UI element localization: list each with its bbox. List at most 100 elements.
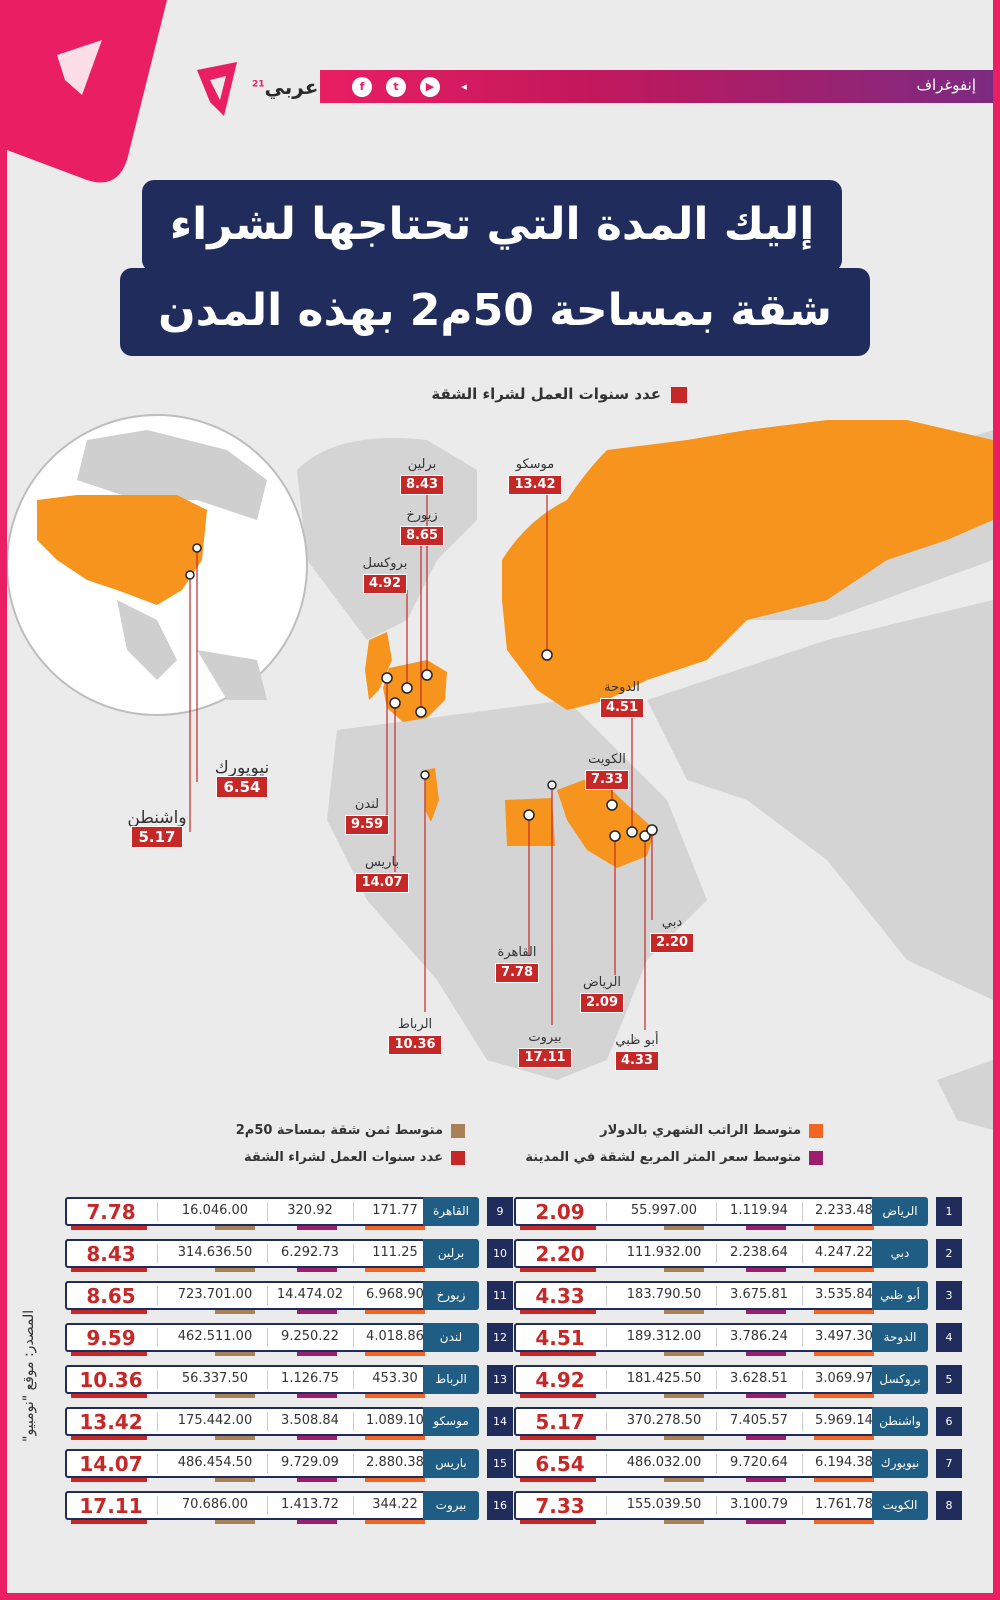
map-legend-label: عدد سنوات العمل لشراء الشقة <box>431 385 661 403</box>
row-separator <box>353 1370 354 1389</box>
marker-value: 7.78 <box>494 963 540 983</box>
table-row[interactable]: 14.07 486.454.50 9.729.09 2.880.38 باريس 15 <box>65 1449 513 1482</box>
row-panel <box>65 1323 475 1352</box>
row-sqm-bar <box>297 1520 337 1524</box>
row-salary-bar <box>365 1478 425 1482</box>
marker-cairo[interactable]: القاهرة 7.78 <box>487 945 547 983</box>
row-panel <box>65 1281 475 1310</box>
marker-beirut[interactable]: بيروت 17.11 <box>515 1030 575 1068</box>
table-row[interactable]: 5.17 370.278.50 7.405.57 5.969.14 واشنطن 6 <box>514 1407 962 1440</box>
legend-swatch-apartment <box>451 1123 465 1138</box>
marker-abudhabi[interactable]: أبو ظبي 4.33 <box>607 1033 667 1071</box>
legend-swatch-salary <box>809 1123 823 1138</box>
marker-dubai[interactable]: دبي 2.20 <box>642 915 702 953</box>
marker-washington[interactable]: واشنطن 5.17 <box>117 810 197 848</box>
youtube-icon[interactable]: ▶ <box>420 77 440 97</box>
row-separator <box>716 1328 717 1347</box>
row-years-bar <box>520 1268 596 1272</box>
row-apartment-bar <box>664 1520 704 1524</box>
row-city: باريس <box>423 1449 479 1478</box>
marker-moscow[interactable]: موسكو 13.42 <box>505 457 565 495</box>
table-row[interactable]: 8.65 723.701.00 14.474.02 6.968.90 زيورخ 11 <box>65 1281 513 1314</box>
row-years-bar <box>520 1394 596 1398</box>
row-sqm-price: 9.729.09 <box>281 1455 339 1470</box>
row-separator <box>353 1496 354 1515</box>
row-sqm-bar <box>746 1352 786 1356</box>
row-apartment-price: 16.046.00 <box>181 1203 249 1218</box>
row-sqm-bar <box>297 1394 337 1398</box>
marker-value: 14.07 <box>355 873 409 893</box>
table-row[interactable]: 2.09 55.997.00 1.119.94 2.233.48 الرياض 1 <box>514 1197 962 1230</box>
table-row[interactable]: 10.36 56.337.50 1.126.75 453.30 الرباط 13 <box>65 1365 513 1398</box>
row-years-bar <box>520 1436 596 1440</box>
row-rank: 3 <box>936 1281 962 1310</box>
row-salary: 3.497.30 <box>815 1329 873 1344</box>
row-rank: 1 <box>936 1197 962 1226</box>
arabi21-icon[interactable]: ◂ <box>461 80 467 93</box>
marker-paris[interactable]: باريس 14.07 <box>352 855 412 893</box>
marker-london[interactable]: لندن 9.59 <box>337 797 397 835</box>
twitter-icon[interactable]: t <box>386 77 406 97</box>
row-separator <box>353 1202 354 1221</box>
marker-newyork[interactable]: نيويورك 6.54 <box>197 760 287 798</box>
row-sqm-price: 3.675.81 <box>730 1287 788 1302</box>
row-rank: 6 <box>936 1407 962 1436</box>
table-row[interactable]: 7.33 155.039.50 3.100.79 1.761.78 الكويت 8 <box>514 1491 962 1524</box>
marker-kuwait[interactable]: الكويت 7.33 <box>577 752 637 790</box>
facebook-icon[interactable]: f <box>352 77 372 97</box>
table-row[interactable]: 4.33 183.790.50 3.675.81 3.535.84 أبو ظبي 3 <box>514 1281 962 1314</box>
row-panel <box>514 1407 924 1436</box>
row-separator <box>802 1202 803 1221</box>
row-salary-bar <box>365 1520 425 1524</box>
row-apartment-bar <box>664 1436 704 1440</box>
row-separator <box>267 1496 268 1515</box>
table-row[interactable]: 6.54 486.032.00 9.720.64 6.194.38 نيويورك 7 <box>514 1449 962 1482</box>
table-row[interactable]: 4.92 181.425.50 3.628.51 3.069.97 بروكسل 5 <box>514 1365 962 1398</box>
row-years: 7.33 <box>535 1494 585 1518</box>
row-salary-bar <box>814 1226 874 1230</box>
table-row[interactable]: 13.42 175.442.00 3.508.84 1.089.10 موسكو 14 <box>65 1407 513 1440</box>
marker-value: 13.42 <box>508 475 562 495</box>
table-row[interactable]: 4.51 189.312.00 3.786.24 3.497.30 الدوحة 4 <box>514 1323 962 1356</box>
row-rank: 5 <box>936 1365 962 1394</box>
marker-city: برلين <box>407 457 437 472</box>
row-salary: 2.880.38 <box>366 1455 424 1470</box>
row-separator <box>353 1244 354 1263</box>
row-apartment-price: 55.997.00 <box>630 1203 698 1218</box>
row-apartment-price: 486.454.50 <box>177 1455 253 1470</box>
row-city: القاهرة <box>423 1197 479 1226</box>
marker-value: 2.09 <box>579 993 625 1013</box>
marker-rabat[interactable]: الرباط 10.36 <box>385 1017 445 1055</box>
marker-value: 17.11 <box>518 1048 572 1068</box>
row-apartment-price: 155.039.50 <box>626 1497 702 1512</box>
row-years-bar <box>520 1478 596 1482</box>
row-rank: 13 <box>487 1365 513 1394</box>
table-row[interactable]: 7.78 16.046.00 320.92 171.77 القاهرة 9 <box>65 1197 513 1230</box>
row-apartment-price: 370.278.50 <box>626 1413 702 1428</box>
marker-berlin[interactable]: برلين 8.43 <box>392 457 452 495</box>
row-sqm-price: 320.92 <box>287 1203 333 1218</box>
row-panel <box>514 1365 924 1394</box>
row-separator <box>157 1496 158 1515</box>
marker-value: 2.20 <box>649 933 695 953</box>
row-apartment-bar <box>215 1310 255 1314</box>
row-salary-bar <box>814 1268 874 1272</box>
table-row[interactable]: 8.43 314.636.50 6.292.73 111.25 برلين 10 <box>65 1239 513 1272</box>
row-panel <box>65 1365 475 1394</box>
table-row[interactable]: 17.11 70.686.00 1.413.72 344.22 بيروت 16 <box>65 1491 513 1524</box>
row-rank: 11 <box>487 1281 513 1310</box>
table-row[interactable]: 9.59 462.511.00 9.250.22 4.018.86 لندن 12 <box>65 1323 513 1356</box>
row-rank: 16 <box>487 1491 513 1520</box>
brand-name[interactable]: عربي21 <box>252 75 318 99</box>
marker-zurich[interactable]: زيورخ 8.65 <box>392 508 452 546</box>
row-apartment-price: 56.337.50 <box>181 1371 249 1386</box>
row-panel <box>514 1491 924 1520</box>
row-years: 17.11 <box>79 1494 143 1518</box>
table-row[interactable]: 2.20 111.932.00 2.238.64 4.247.22 دبي 2 <box>514 1239 962 1272</box>
marker-riyadh[interactable]: الرياض 2.09 <box>572 975 632 1013</box>
marker-doha[interactable]: الدوحة 4.51 <box>592 680 652 718</box>
marker-value: 8.65 <box>399 526 445 546</box>
row-separator <box>267 1454 268 1473</box>
marker-brussels[interactable]: بروكسل 4.92 <box>355 556 415 594</box>
row-city: بيروت <box>423 1491 479 1520</box>
